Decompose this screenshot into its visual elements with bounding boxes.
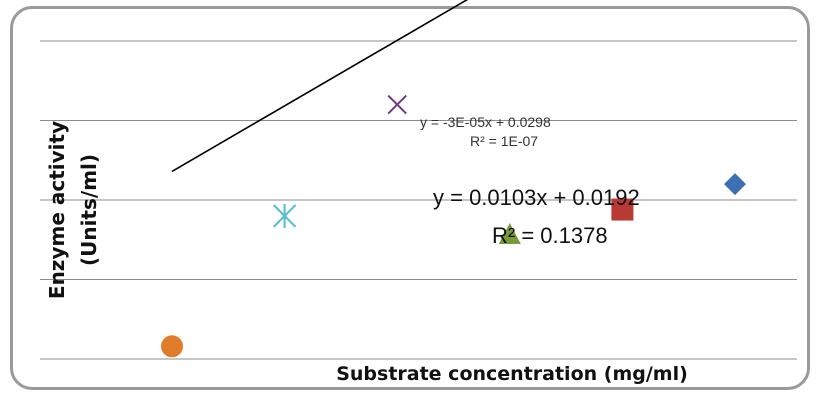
marker-star — [272, 203, 297, 228]
y-axis-label: Enzyme activity (Units/ml) — [45, 121, 101, 299]
second-trendline-r2: R² = 1E-07 — [470, 133, 538, 149]
y-axis-label-line-1: Enzyme activity — [45, 121, 69, 299]
trendlines — [171, 0, 469, 173]
y-axis-label-line-2: (Units/ml) — [77, 154, 101, 266]
gridlines — [40, 40, 797, 360]
marker-diamond — [724, 173, 746, 196]
x-axis-label: Substrate concentration (mg/ml) — [336, 363, 688, 385]
main-trendline-equation: y = 0.0103x + 0.0192 — [433, 185, 640, 210]
marker-square — [611, 198, 634, 221]
second-trendline-equation: y = -3E-05x + 0.0298 — [420, 114, 551, 130]
marker-triangle — [498, 222, 521, 244]
chart-frame — [10, 6, 810, 390]
main-trendline-r2: R² = 0.1378 — [492, 223, 608, 248]
data-markers — [161, 94, 746, 358]
marker-circle — [161, 335, 183, 358]
trendline — [171, 0, 469, 173]
marker-x — [387, 94, 407, 115]
